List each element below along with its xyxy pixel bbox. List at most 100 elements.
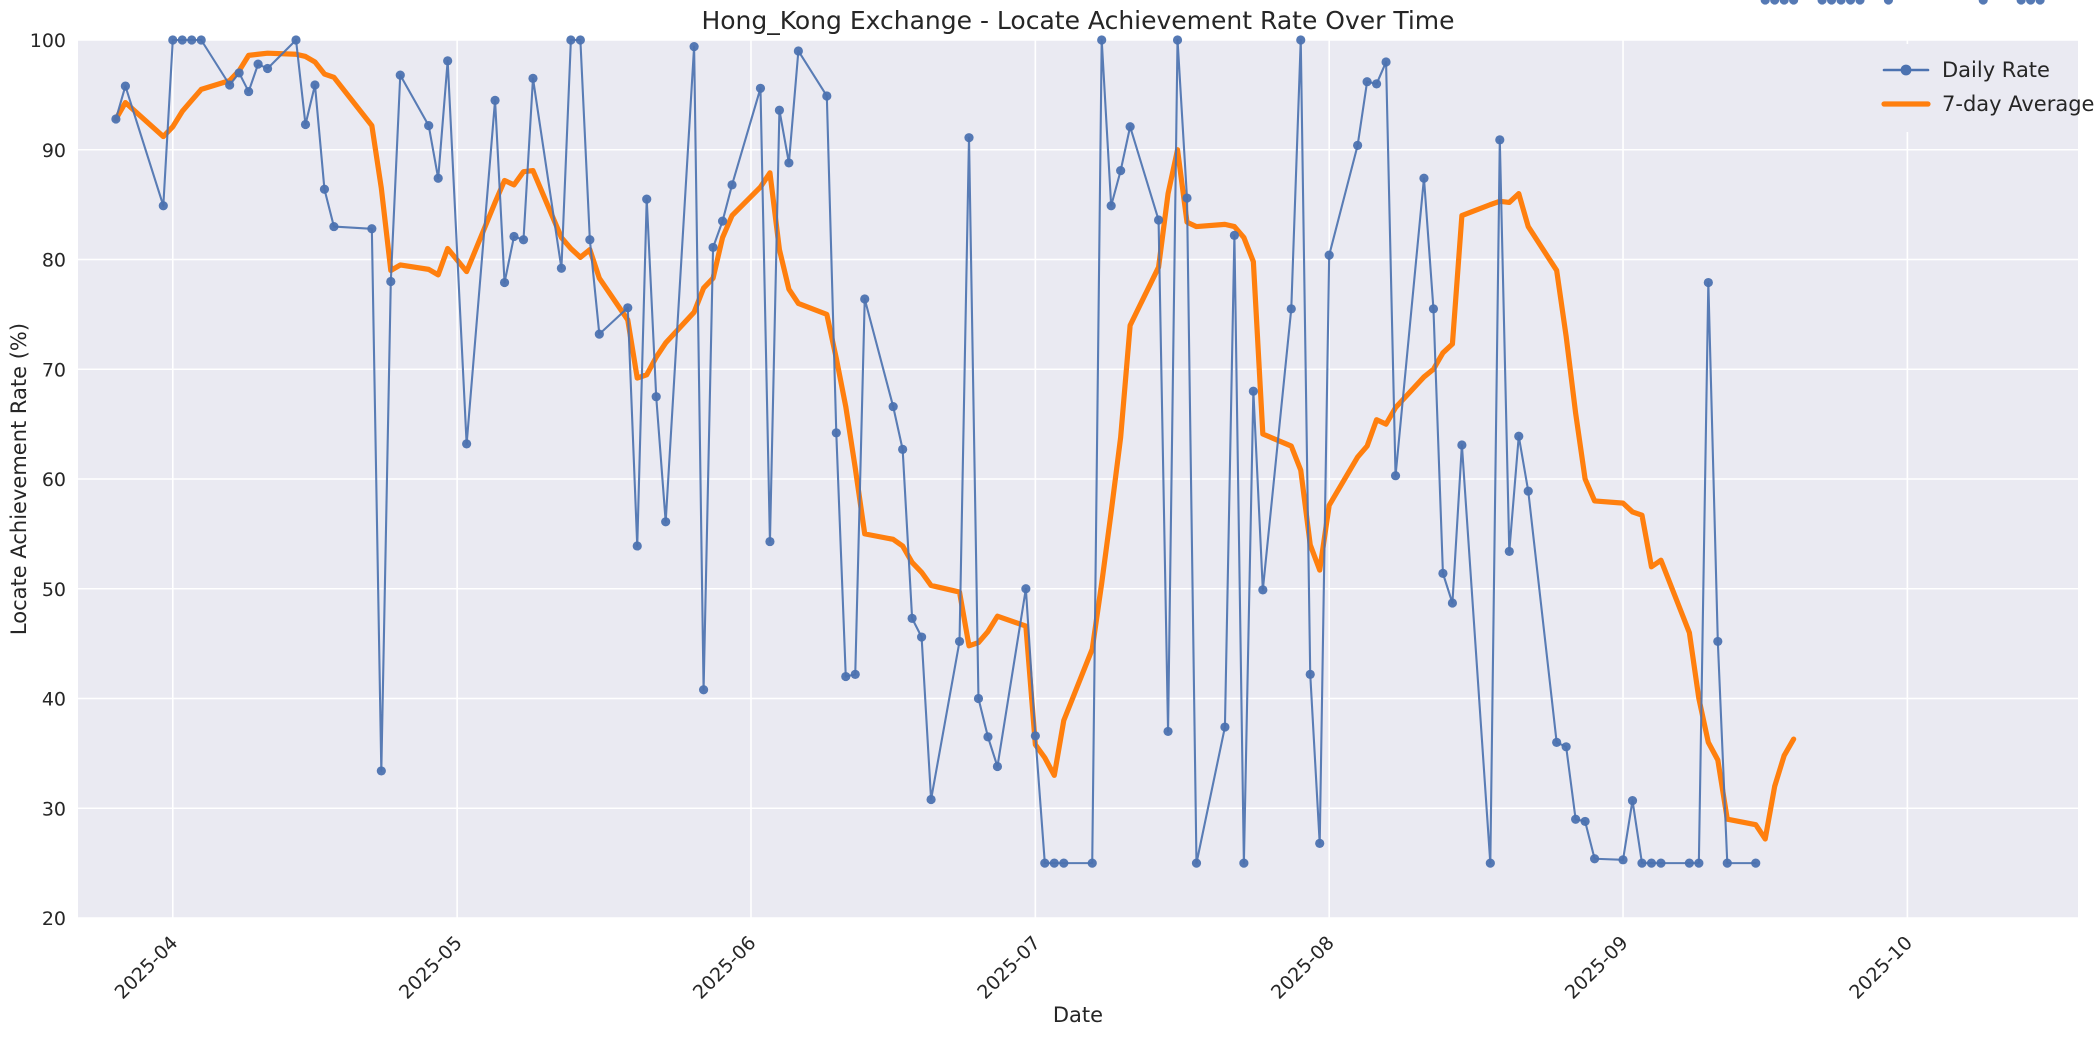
data-point-marker — [1438, 568, 1448, 578]
data-point-marker — [917, 632, 927, 642]
y-tick-label: 60 — [42, 469, 66, 491]
data-point-marker — [1523, 486, 1533, 496]
data-point-marker — [992, 761, 1003, 772]
data-point-marker — [765, 536, 775, 547]
data-point-marker — [888, 401, 898, 412]
x-gridlines — [171, 40, 1909, 918]
data-point-marker — [1978, 0, 1988, 5]
data-point-marker — [1305, 669, 1315, 679]
legend-background — [1872, 44, 2078, 132]
y-tick-label: 40 — [42, 689, 66, 711]
data-point-marker — [698, 685, 709, 695]
data-point-marker — [509, 231, 519, 242]
data-point-marker — [1419, 173, 1429, 183]
data-point-marker — [1097, 35, 1107, 45]
data-point-marker — [395, 70, 405, 80]
data-point-marker — [518, 235, 529, 245]
legend-item-7day-average[interactable]: 7-day Average — [1881, 92, 2094, 116]
data-point-marker — [1258, 585, 1268, 595]
data-point-marker — [1286, 304, 1296, 314]
data-point-marker — [319, 184, 330, 194]
data-point-marker — [661, 517, 671, 527]
data-point-marker — [822, 91, 832, 101]
data-point-marker — [1296, 35, 1306, 45]
data-point-marker — [850, 669, 860, 679]
data-point-marker — [1428, 304, 1439, 314]
data-point-marker — [727, 180, 737, 190]
data-point-marker — [111, 114, 121, 124]
data-point-marker — [168, 35, 178, 45]
data-point-marker — [1855, 0, 1865, 5]
data-point-marker — [528, 73, 538, 84]
y-tick-label: 90 — [42, 140, 66, 162]
data-point-marker — [964, 133, 974, 143]
data-point-marker — [1495, 135, 1505, 145]
data-point-marker — [575, 35, 585, 45]
legend-marker-icon — [1900, 64, 1912, 76]
data-point-marker — [860, 294, 870, 304]
series-markers-daily-rate — [111, 0, 2045, 868]
data-point-marker — [1751, 858, 1761, 868]
legend-items[interactable]: Daily Rate 7-day Average — [1881, 58, 2094, 116]
data-point-marker — [1618, 855, 1628, 865]
data-point-marker — [755, 83, 766, 93]
data-point-marker — [1315, 838, 1325, 848]
data-point-marker — [300, 119, 311, 130]
data-point-marker — [1722, 858, 1732, 868]
data-point-marker — [556, 263, 567, 273]
data-point-marker — [1229, 230, 1239, 240]
data-point-marker — [1021, 584, 1031, 594]
data-point-marker — [1049, 858, 1059, 868]
data-point-marker — [1248, 386, 1258, 396]
y-tick-labels: 20 30 40 50 60 70 80 90 100 — [30, 30, 66, 930]
data-point-marker — [1172, 35, 1183, 45]
data-point-marker — [1220, 722, 1230, 732]
data-point-marker — [234, 68, 244, 78]
data-point-marker — [717, 216, 728, 226]
data-point-marker — [310, 80, 320, 90]
data-point-marker — [1656, 858, 1666, 868]
data-point-marker — [329, 221, 339, 232]
data-point-marker — [225, 80, 235, 90]
data-point-marker — [2026, 0, 2036, 5]
data-point-marker — [831, 428, 841, 438]
data-point-marker — [1106, 201, 1116, 211]
data-point-marker — [1324, 250, 1334, 260]
data-point-marker — [2016, 0, 2026, 5]
data-point-marker — [1789, 0, 1799, 5]
data-point-marker — [708, 242, 718, 253]
data-point-marker — [793, 46, 803, 56]
data-point-marker — [1030, 731, 1040, 741]
data-point-marker — [1571, 814, 1581, 824]
data-point-marker — [926, 794, 936, 805]
data-point-marker — [1116, 166, 1126, 176]
data-point-marker — [1390, 471, 1401, 481]
data-point-marker — [1457, 440, 1467, 450]
data-point-marker — [1552, 737, 1562, 748]
data-point-marker — [367, 224, 377, 234]
data-point-marker — [774, 105, 785, 115]
y-tick-label: 80 — [42, 250, 66, 272]
data-point-marker — [1087, 858, 1097, 868]
data-point-marker — [1239, 858, 1249, 868]
data-point-marker — [1637, 858, 1647, 868]
data-point-marker — [1371, 79, 1382, 89]
data-point-marker — [1817, 0, 1827, 5]
data-point-marker — [1485, 858, 1495, 868]
data-point-marker — [433, 173, 443, 183]
legend-label: Daily Rate — [1942, 58, 2050, 82]
legend-item-daily-rate[interactable]: Daily Rate — [1882, 58, 2050, 82]
data-point-marker — [1760, 0, 1770, 5]
legend-label: 7-day Average — [1942, 92, 2094, 116]
data-point-marker — [1153, 215, 1164, 225]
data-point-marker — [1504, 546, 1514, 557]
data-point-marker — [1125, 122, 1135, 132]
data-point-marker — [1514, 431, 1524, 441]
data-point-marker — [443, 56, 453, 66]
chart-legend[interactable]: Daily Rate 7-day Average — [1872, 44, 2094, 132]
data-point-marker — [244, 86, 254, 97]
y-axis-title: Locate Achievement Rate (%) — [7, 323, 31, 635]
data-point-marker — [1381, 57, 1391, 67]
data-point-marker — [1646, 858, 1657, 868]
